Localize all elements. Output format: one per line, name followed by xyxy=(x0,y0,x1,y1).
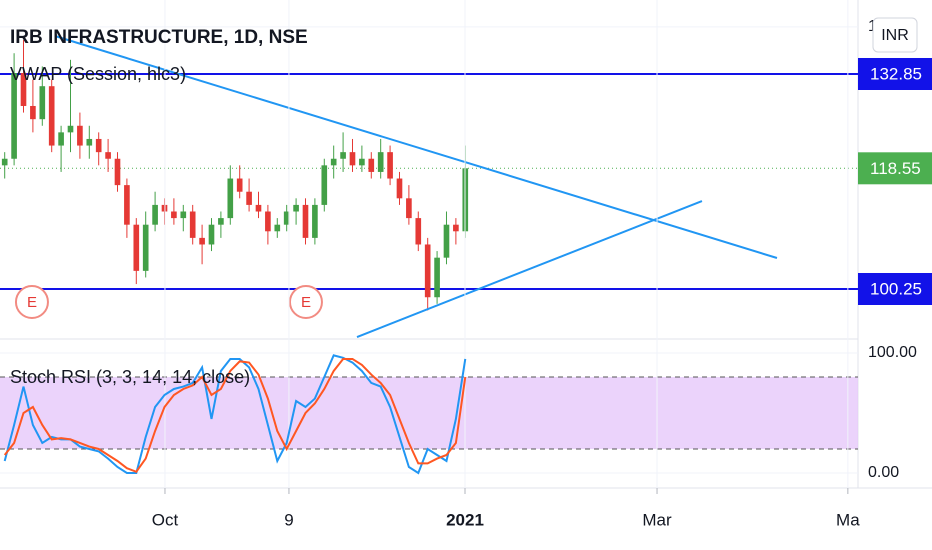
candle-body xyxy=(86,138,93,146)
candle-body xyxy=(67,125,74,133)
currency-label[interactable]: INR xyxy=(881,27,909,44)
candle-body xyxy=(396,178,403,199)
candle-body xyxy=(330,158,337,166)
currency-button[interactable] xyxy=(872,17,918,53)
candle-body xyxy=(48,86,55,146)
earnings-marker xyxy=(288,285,323,319)
candle-body xyxy=(218,218,224,225)
stoch-line xyxy=(3,357,467,474)
candle-body xyxy=(443,224,450,258)
x-tick-label: Mar xyxy=(642,510,672,529)
candle-body xyxy=(406,198,412,219)
candle-body xyxy=(368,158,375,172)
candle-body xyxy=(453,224,459,232)
y-tick-label: 100.00 xyxy=(868,344,917,361)
candle-body xyxy=(95,138,102,153)
candle-body xyxy=(114,158,121,186)
candle-body xyxy=(321,165,328,205)
candle-body xyxy=(199,237,205,245)
chart-title: IRB INFRASTRUCTURE, 1D, NSE xyxy=(10,27,308,48)
candle-body xyxy=(39,86,46,120)
trend-line xyxy=(356,200,703,338)
price-label-box xyxy=(858,272,932,305)
band-fill xyxy=(0,376,858,449)
candle-body xyxy=(20,73,27,106)
candle-body xyxy=(434,257,440,298)
candle-body xyxy=(377,152,384,172)
candle-body xyxy=(293,204,299,212)
candle-body xyxy=(1,158,8,166)
candle-body xyxy=(189,211,196,238)
candle-body xyxy=(227,178,234,219)
candle-body xyxy=(30,105,36,120)
indicator-title: VWAP (Session, hlc3) xyxy=(10,64,186,84)
candle-body xyxy=(11,73,17,159)
candle-body xyxy=(133,224,140,271)
candle-body xyxy=(274,224,281,232)
earnings-label: E xyxy=(301,294,311,311)
candle-body xyxy=(312,204,318,238)
x-tick-label: 9 xyxy=(284,510,293,529)
candle-body xyxy=(208,224,215,245)
candle-body xyxy=(58,132,64,146)
candle-body xyxy=(105,152,111,159)
x-tick-label: Oct xyxy=(152,510,179,529)
price-label: 100.25 xyxy=(870,279,922,298)
candle-body xyxy=(171,211,177,219)
candle-body xyxy=(77,125,83,146)
candle-body xyxy=(302,204,309,238)
price-label-box xyxy=(858,57,932,90)
x-tick-label: 2021 xyxy=(446,510,484,529)
candle-body xyxy=(283,211,290,225)
price-label: 118.55 xyxy=(870,159,921,178)
candle-body xyxy=(349,152,356,166)
price-label-box xyxy=(858,152,932,185)
candle-body xyxy=(180,211,187,219)
marks: 140.00EE132.85100.25118.55100.000.00Oct9… xyxy=(0,0,932,529)
candle-body xyxy=(340,152,346,159)
earnings-marker xyxy=(14,285,49,319)
x-tick-label: Ma xyxy=(836,510,860,529)
candle-body xyxy=(255,204,262,212)
candle-body xyxy=(152,204,158,225)
candle-body xyxy=(236,178,243,192)
stoch-line xyxy=(3,354,467,475)
candle-body xyxy=(359,158,365,166)
earnings-label: E xyxy=(27,294,37,311)
candle-body xyxy=(424,244,431,298)
candle-body xyxy=(387,152,393,179)
candle-body xyxy=(124,185,130,225)
stoch-title: Stoch RSI (3, 3, 14, 14, close) xyxy=(10,367,250,387)
price-label: 132.85 xyxy=(870,64,922,83)
candle-body xyxy=(142,224,149,271)
candle-body xyxy=(265,211,271,232)
candle-body xyxy=(246,191,252,205)
y-tick-label: 0.00 xyxy=(868,464,899,481)
candle-body xyxy=(415,218,422,245)
